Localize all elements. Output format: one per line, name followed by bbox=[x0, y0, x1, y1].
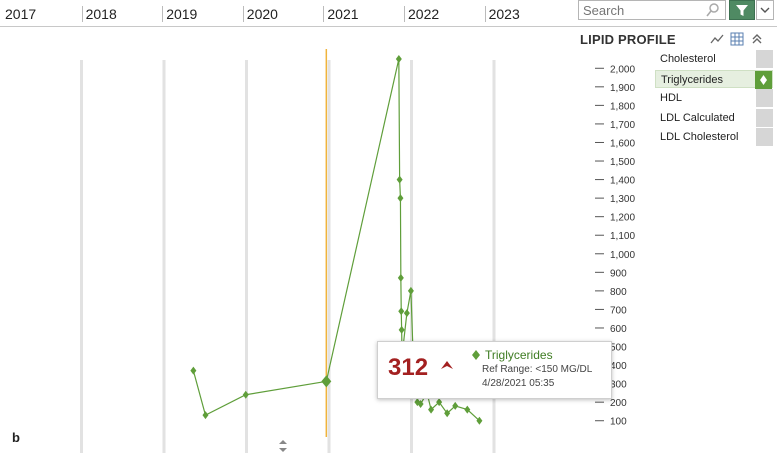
year-divider bbox=[323, 6, 325, 22]
year-divider bbox=[404, 6, 405, 22]
data-point[interactable] bbox=[436, 398, 443, 407]
legend-item[interactable]: LDL Cholesterol bbox=[655, 128, 773, 146]
filter-dropdown[interactable] bbox=[756, 0, 774, 20]
data-point[interactable] bbox=[397, 273, 404, 282]
legend-item[interactable]: LDL Calculated bbox=[655, 108, 773, 127]
chevron-down-icon bbox=[760, 7, 770, 13]
year-gridline bbox=[327, 60, 331, 453]
figure-label: b bbox=[12, 430, 20, 445]
tooltip-date: 4/28/2021 05:35 bbox=[482, 378, 555, 389]
series-toggle[interactable] bbox=[755, 70, 772, 89]
data-point[interactable] bbox=[202, 411, 209, 420]
data-point[interactable] bbox=[242, 390, 249, 399]
tooltip-series-name: Triglycerides bbox=[485, 348, 553, 362]
trend-icon[interactable] bbox=[710, 32, 724, 46]
year-gridline bbox=[410, 60, 413, 453]
data-point[interactable] bbox=[396, 175, 403, 184]
year-divider bbox=[162, 6, 164, 22]
year-label[interactable]: 2022 bbox=[408, 6, 440, 22]
legend-label: LDL Cholesterol bbox=[660, 131, 739, 143]
y-tick-label: 1,000 bbox=[610, 250, 635, 261]
year-gridline bbox=[245, 60, 248, 453]
timeline-header: 2017 2018 2019 2020 2021 2022 2023 bbox=[0, 0, 777, 27]
y-tick-label: 300 bbox=[610, 380, 627, 391]
y-tick-label: 2,000 bbox=[610, 64, 635, 75]
y-tick-label: 1,700 bbox=[610, 120, 635, 131]
y-tick-label: 1,200 bbox=[610, 213, 635, 224]
year-gridline bbox=[80, 60, 83, 453]
high-arrow-icon bbox=[441, 361, 453, 369]
data-point[interactable] bbox=[398, 325, 405, 334]
data-point[interactable] bbox=[190, 366, 197, 375]
y-tick-label: 400 bbox=[610, 361, 627, 372]
year-label[interactable]: 2018 bbox=[85, 6, 117, 22]
data-point[interactable] bbox=[452, 401, 459, 410]
data-point[interactable] bbox=[428, 405, 435, 414]
panel-title: LIPID PROFILE bbox=[580, 32, 676, 47]
year-label[interactable]: 2023 bbox=[488, 6, 520, 22]
value-tooltip: 312 Triglycerides Ref Range: <150 MG/DL … bbox=[377, 341, 612, 399]
legend-label: Triglycerides bbox=[661, 73, 723, 86]
year-gridline bbox=[162, 60, 166, 453]
data-point[interactable] bbox=[395, 55, 402, 63]
year-label[interactable]: 2017 bbox=[5, 6, 37, 22]
data-point[interactable] bbox=[321, 375, 332, 388]
tooltip-value: 312 bbox=[388, 354, 429, 381]
data-point[interactable] bbox=[444, 409, 451, 418]
legend-label: HDL bbox=[660, 92, 683, 104]
diamond-icon bbox=[760, 74, 767, 85]
y-tick-label: 700 bbox=[610, 305, 627, 316]
year-label[interactable]: 2021 bbox=[327, 6, 359, 22]
y-tick-label: 1,100 bbox=[610, 231, 635, 242]
legend-item[interactable]: HDL bbox=[655, 89, 773, 107]
series-toggle[interactable] bbox=[756, 89, 773, 107]
y-tick-label: 500 bbox=[610, 343, 627, 354]
data-point[interactable] bbox=[417, 400, 424, 409]
resize-handle-icon[interactable] bbox=[278, 439, 288, 453]
y-tick-label: 1,600 bbox=[610, 138, 635, 149]
filter-icon bbox=[736, 5, 748, 16]
year-divider bbox=[81, 6, 83, 22]
lab-trend-chart: 100 200 300 400 500 600 700 800 900 1,000 1,100 1,2… bbox=[80, 49, 635, 453]
year-label[interactable]: 2019 bbox=[166, 6, 198, 22]
y-tick-label: 1,900 bbox=[610, 83, 635, 94]
data-point[interactable] bbox=[407, 286, 414, 295]
series-toggle[interactable] bbox=[756, 128, 773, 146]
year-divider bbox=[484, 6, 486, 22]
y-tick-label: 1,400 bbox=[610, 176, 635, 187]
grid-icon[interactable] bbox=[730, 32, 744, 46]
year-label[interactable]: 2020 bbox=[246, 6, 278, 22]
legend-item[interactable]: Triglycerides bbox=[655, 69, 773, 89]
year-divider bbox=[242, 6, 244, 22]
series-diamond-icon bbox=[472, 350, 480, 360]
data-point[interactable] bbox=[464, 405, 471, 414]
data-point[interactable] bbox=[403, 309, 410, 318]
y-tick-label: 200 bbox=[610, 398, 627, 409]
y-tick-label: 1,800 bbox=[610, 101, 635, 112]
collapse-icon[interactable] bbox=[750, 32, 764, 46]
series-toggle[interactable] bbox=[756, 108, 773, 127]
search-icon[interactable] bbox=[705, 2, 721, 18]
legend-label: LDL Calculated bbox=[660, 111, 735, 124]
legend-label: Cholesterol bbox=[660, 53, 716, 65]
y-tick-label: 600 bbox=[610, 324, 627, 335]
data-point[interactable] bbox=[476, 416, 483, 425]
y-tick-label: 100 bbox=[610, 417, 627, 428]
y-tick-label: 1,300 bbox=[610, 194, 635, 205]
data-point[interactable] bbox=[397, 194, 404, 203]
y-tick-label: 1,500 bbox=[610, 157, 635, 168]
data-point[interactable] bbox=[398, 307, 405, 316]
legend-item[interactable]: Cholesterol bbox=[655, 50, 773, 68]
search-input[interactable] bbox=[579, 1, 707, 19]
tooltip-ref-range: Ref Range: <150 MG/DL bbox=[482, 364, 593, 375]
search-box[interactable] bbox=[578, 0, 726, 20]
filter-button[interactable] bbox=[729, 0, 755, 20]
y-tick-label: 800 bbox=[610, 287, 627, 298]
y-tick-label: 900 bbox=[610, 268, 627, 279]
series-toggle[interactable] bbox=[756, 50, 773, 68]
year-gridline bbox=[492, 60, 496, 453]
